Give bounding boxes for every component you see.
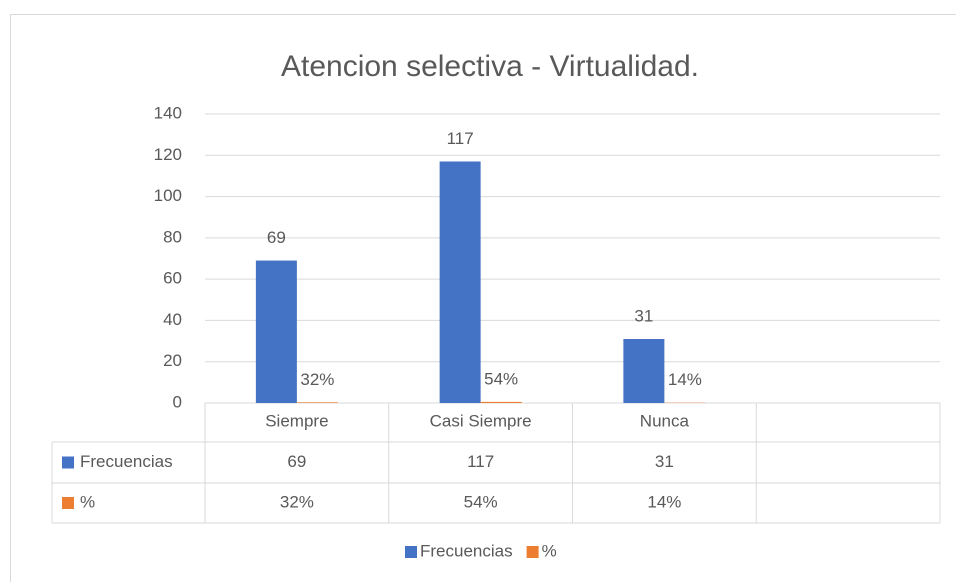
y-tick-label: 0 [173, 392, 182, 411]
table-cell: 14% [647, 492, 681, 511]
x-tick-label: Nunca [640, 411, 690, 430]
table-row-header: % [80, 492, 95, 511]
data-label: 54% [484, 369, 518, 388]
chart-title: Atencion selectiva - Virtualidad. [281, 50, 699, 83]
y-tick-label: 60 [163, 269, 182, 288]
y-tick-label: 40 [163, 310, 182, 329]
legend-key [405, 546, 417, 558]
data-label: 32% [300, 370, 334, 389]
data-label: 117 [447, 129, 474, 148]
x-tick-label: Casi Siempre [430, 411, 532, 430]
bar [440, 161, 481, 403]
bar [623, 339, 664, 403]
y-tick-label: 120 [154, 145, 182, 164]
table-cell: 69 [287, 452, 306, 471]
bar [297, 402, 338, 403]
y-tick-label: 100 [154, 186, 182, 205]
data-label: 31 [634, 306, 653, 325]
y-tick-label: 140 [154, 103, 182, 122]
table-cell: 31 [655, 452, 674, 471]
table-cell: 32% [280, 492, 314, 511]
table-legend-key [62, 457, 74, 469]
table-cell: 117 [467, 452, 494, 471]
data-label: 14% [668, 370, 702, 389]
legend-label: Frecuencias [420, 541, 513, 560]
data-label: 69 [267, 228, 286, 247]
y-tick-label: 80 [163, 227, 182, 246]
table-legend-key [62, 497, 74, 509]
x-tick-label: Siempre [265, 411, 328, 430]
bar [256, 261, 297, 403]
table-row-header: Frecuencias [80, 452, 173, 471]
bar [481, 402, 522, 403]
legend-label: % [542, 541, 557, 560]
legend-key [527, 546, 539, 558]
y-tick-label: 20 [163, 351, 182, 370]
table-cell: 54% [464, 492, 498, 511]
